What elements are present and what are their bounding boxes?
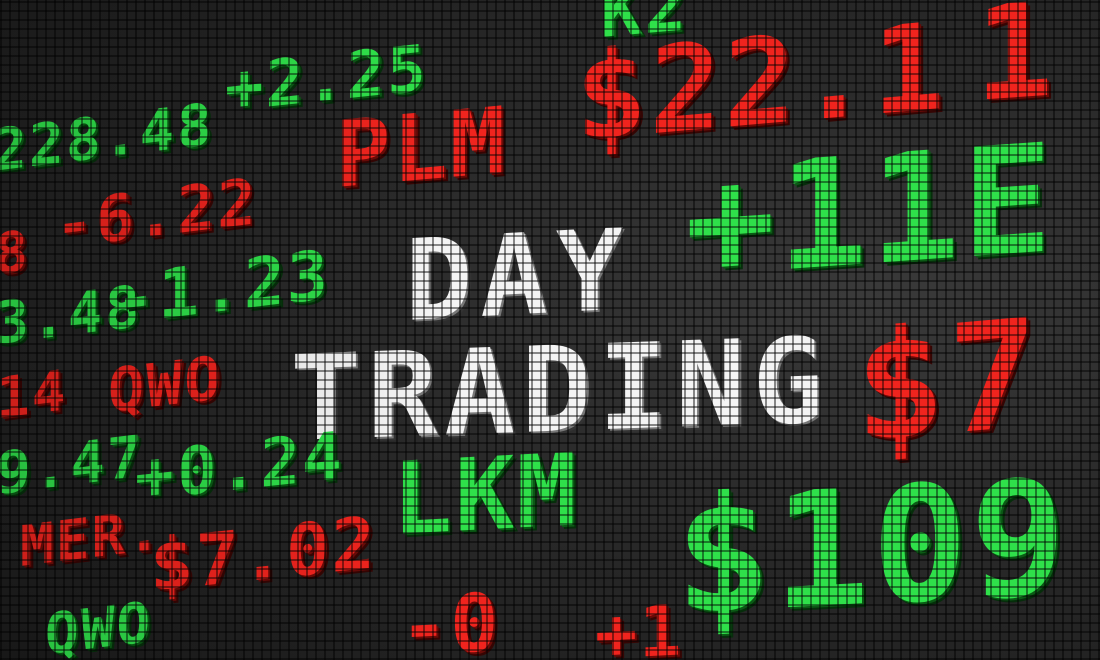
ticker-price: 9.47 bbox=[0, 421, 144, 508]
ticker-symbol-mer: MER. bbox=[20, 497, 163, 580]
ticker-symbol-qwo-bottom: QWO bbox=[45, 589, 153, 660]
ticker-symbol-lkm: LKM bbox=[392, 431, 579, 558]
ticker-symbol-plm: PLM bbox=[335, 86, 508, 209]
ticker-change-down: -6.22 bbox=[55, 165, 258, 264]
ticker-change-partial: +1 bbox=[595, 589, 684, 660]
ticker-price-down: $7.02 bbox=[150, 500, 377, 608]
ticker-price: 228.48 bbox=[0, 89, 214, 185]
ticker-symbol-qwo: QWO bbox=[108, 342, 223, 427]
ticker-change-up-large: +11E bbox=[685, 112, 1055, 312]
ticker-change-down-partial: -0 bbox=[400, 575, 501, 660]
ticker-price-partial: 1 bbox=[975, 0, 1056, 132]
ticker-change: -1.23 bbox=[115, 235, 330, 341]
ticker-price-down-large: $7 bbox=[855, 286, 1040, 477]
ticker-partial: 8 bbox=[0, 218, 30, 288]
ticker-change-up: +0.24 bbox=[135, 417, 344, 516]
ticker-price-large: $109 bbox=[675, 443, 1069, 651]
ticker-partial: 14 bbox=[0, 358, 68, 432]
